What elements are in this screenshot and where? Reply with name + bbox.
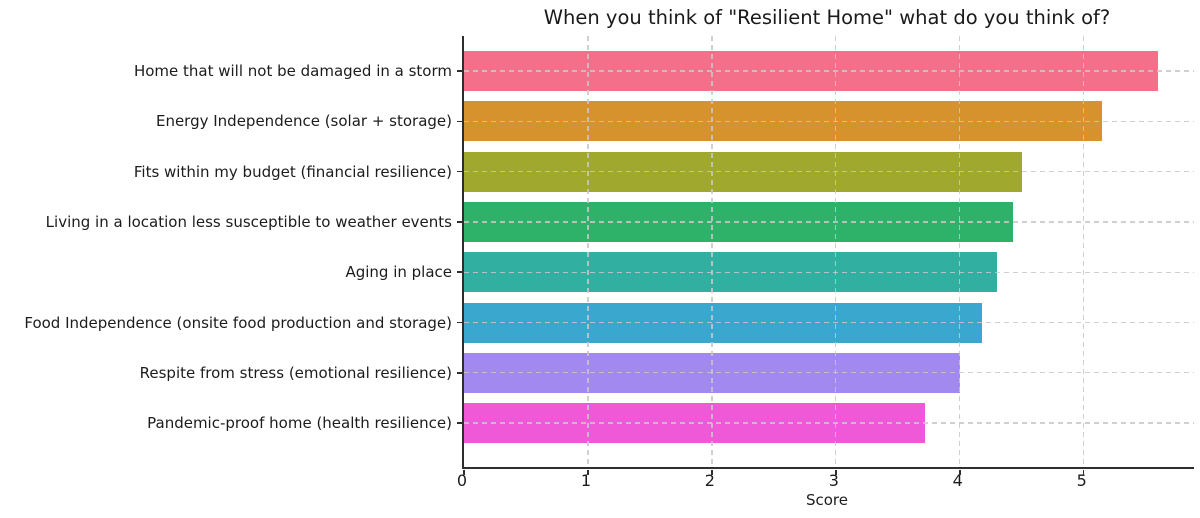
x-axis-tick xyxy=(1082,470,1085,475)
x-axis-tick xyxy=(463,470,465,475)
category-label: Fits within my budget (financial resilie… xyxy=(133,162,452,181)
x-axis-tick xyxy=(711,470,713,475)
category-label: Pandemic-proof home (health resilience) xyxy=(147,414,452,433)
x-axis-tick xyxy=(587,470,589,475)
y-axis-tick xyxy=(457,271,462,273)
y-axis-tick xyxy=(457,321,462,324)
vertical-gridline xyxy=(959,36,961,467)
y-axis-labels: Home that will not be damaged in a storm… xyxy=(0,36,452,467)
x-tick-label: 3 xyxy=(828,471,839,490)
x-tick-label: 4 xyxy=(952,471,963,490)
horizontal-gridline xyxy=(464,70,1194,72)
y-axis-tick xyxy=(457,120,462,123)
category-label: Respite from stress (emotional resilienc… xyxy=(139,363,452,382)
x-tick-label: 2 xyxy=(704,471,715,490)
x-tick-label: 5 xyxy=(1076,471,1087,490)
horizontal-gridline xyxy=(464,120,1194,122)
x-axis-label: Score xyxy=(805,491,848,509)
y-axis-tick xyxy=(457,221,462,223)
vertical-gridline xyxy=(587,36,589,467)
category-label: Food Independence (onsite food productio… xyxy=(24,313,452,332)
x-tick-label: 0 xyxy=(456,471,468,490)
horizontal-gridline xyxy=(464,221,1194,223)
horizontal-gridline xyxy=(464,170,1194,173)
category-label: Energy Independence (solar + storage) xyxy=(155,112,452,131)
vertical-gridline xyxy=(835,36,837,467)
y-axis-tick xyxy=(457,170,462,173)
category-label: Home that will not be damaged in a storm xyxy=(133,62,452,80)
vertical-gridline xyxy=(711,36,713,467)
x-tick-label: 1 xyxy=(580,471,592,490)
y-axis-tick xyxy=(457,422,462,424)
chart-title: When you think of "Resilient Home" what … xyxy=(543,6,1111,29)
horizontal-gridline xyxy=(464,321,1194,324)
vertical-gridline xyxy=(1083,36,1085,467)
horizontal-gridline xyxy=(464,422,1194,424)
horizontal-gridline xyxy=(464,271,1194,273)
category-label: Living in a location less susceptible to… xyxy=(45,212,452,231)
plot-area xyxy=(457,36,1194,475)
y-axis-tick xyxy=(457,372,462,374)
x-axis-tick xyxy=(959,470,961,475)
category-label: Aging in place xyxy=(345,263,452,282)
y-axis-tick xyxy=(457,70,462,72)
x-axis-tick xyxy=(835,470,837,475)
horizontal-gridline xyxy=(464,372,1194,374)
